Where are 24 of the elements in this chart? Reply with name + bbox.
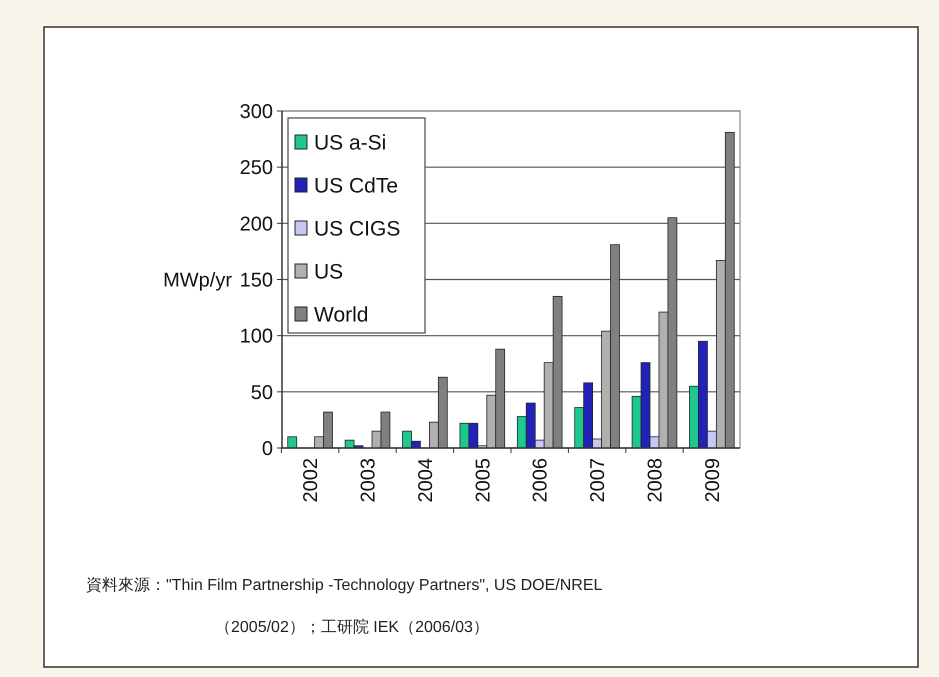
y-tick-label: 200 xyxy=(240,213,273,236)
y-tick-label: 150 xyxy=(240,270,273,292)
x-tick-label: 2009 xyxy=(702,458,724,502)
source-note: 資料來源："Thin Film Partnership -Technology Partners", US DOE/NREL xyxy=(86,576,602,594)
y-tick-label: 0 xyxy=(262,438,273,460)
legend-label: US CIGS xyxy=(314,217,400,240)
y-tick-label: 300 xyxy=(240,101,273,123)
x-tick-label: 2002 xyxy=(300,458,322,502)
x-tick-label: 2006 xyxy=(530,458,552,502)
legend-label: US a-Si xyxy=(314,131,386,154)
x-tick-label: 2005 xyxy=(472,458,494,502)
bar xyxy=(287,436,298,448)
x-tick-label: 2008 xyxy=(644,458,666,502)
legend-label: US CdTe xyxy=(314,174,398,198)
y-tick-label: 250 xyxy=(240,157,273,180)
legend-label: World xyxy=(314,303,368,326)
y-tick-label: 100 xyxy=(240,326,273,348)
legend-label: US xyxy=(314,260,344,284)
y-tick-label: 50 xyxy=(250,382,273,404)
x-tick-label: 2003 xyxy=(358,458,380,502)
text: （2005/02）；工研院 IEK（2006/03） xyxy=(215,618,489,636)
x-tick-label: 2007 xyxy=(587,458,610,502)
y-axis-title: MWp/yr xyxy=(163,270,232,292)
x-tick-label: 2004 xyxy=(414,458,437,502)
